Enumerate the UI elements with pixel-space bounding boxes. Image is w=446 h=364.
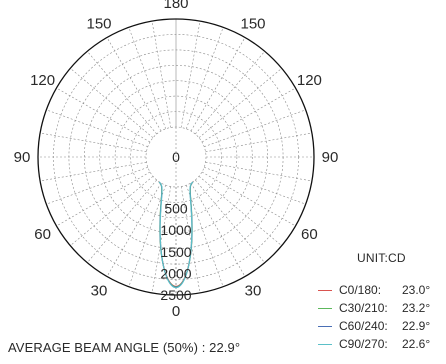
grid-spoke: [128, 185, 166, 287]
legend-swatch: [318, 325, 332, 327]
grid-spoke: [70, 176, 154, 246]
legend-swatch: [318, 307, 332, 309]
polar-grid: [37, 18, 315, 296]
outer-circle: [37, 18, 315, 296]
grid-spoke: [190, 182, 246, 277]
radial-tick-label: 1500: [160, 244, 191, 260]
grid-spoke: [204, 167, 306, 205]
angle-label: 30: [245, 282, 262, 299]
grid-spoke: [87, 179, 157, 263]
angle-label: 60: [34, 226, 51, 243]
grid-spoke: [106, 37, 162, 132]
legend-value: 23.0°: [402, 283, 431, 297]
angle-label: 120: [297, 72, 322, 89]
grid-spoke: [151, 21, 172, 128]
grid-spoke: [46, 109, 148, 147]
angle-label: 150: [86, 16, 111, 33]
radial-tick-label: 500: [164, 201, 188, 217]
average-beam-angle: AVERAGE BEAM ANGLE (50%) : 22.9°: [8, 340, 241, 355]
grid-spoke: [201, 171, 296, 227]
grid-spoke: [40, 132, 147, 153]
grid-spoke: [190, 37, 246, 132]
grid-spoke: [180, 21, 201, 128]
grid-spoke: [70, 68, 154, 138]
grid-spoke: [195, 179, 265, 263]
angle-label: 0: [172, 303, 180, 320]
angle-label: 120: [30, 72, 55, 89]
angle-label: 180: [163, 0, 188, 12]
grid-spoke: [198, 68, 282, 138]
angle-label: 30: [91, 282, 108, 299]
grid-spoke: [186, 27, 224, 129]
grid-spoke: [46, 167, 148, 205]
legend-entry: C30/210: 23.2°: [318, 300, 430, 316]
angle-label: 90: [322, 149, 339, 166]
radial-tick-label: 2500: [160, 287, 191, 303]
radial-tick-label: 1000: [160, 222, 191, 238]
legend-swatch: [318, 343, 332, 345]
angle-label: 90: [14, 149, 31, 166]
legend-name: C90/270:: [339, 337, 388, 351]
grid-spoke: [201, 87, 296, 143]
legend-value: 22.6°: [402, 337, 431, 351]
grid-spoke: [186, 185, 224, 287]
grid-circle: [99, 80, 253, 234]
intensity-curves: [158, 181, 194, 289]
grid-spoke: [106, 182, 162, 277]
legend-entry: C90/270: 22.6°: [318, 336, 430, 352]
legend-value: 22.9°: [402, 319, 431, 333]
grid-spoke: [87, 51, 157, 135]
legend-value: 23.2°: [402, 301, 431, 315]
grid-circle: [114, 95, 238, 219]
legend-name: C60/240:: [339, 319, 388, 333]
grid-spoke: [40, 161, 147, 182]
grid-spoke: [204, 109, 306, 147]
unit-label: UNIT:CD: [357, 251, 406, 265]
legend-name: C30/210:: [339, 301, 388, 315]
angle-label: 60: [301, 226, 318, 243]
grid-spoke: [56, 171, 151, 227]
curve-c90-270: [158, 181, 194, 289]
legend-swatch: [318, 289, 332, 291]
grid-spoke: [56, 87, 151, 143]
polar-labels: 180 150 150 120 120 90 90 60 60 30 30 0 0 500 1000 1500…: [14, 0, 339, 320]
radial-tick-label: 0: [172, 149, 180, 165]
legend-entry: C0/180: 23.0°: [318, 282, 430, 298]
legend-name: C0/180:: [339, 283, 382, 297]
grid-spoke: [198, 176, 282, 246]
grid-spoke: [205, 132, 312, 153]
angle-label: 150: [240, 16, 265, 33]
grid-spoke: [195, 51, 265, 135]
radial-tick-label: 2000: [160, 265, 191, 281]
grid-spoke: [128, 27, 166, 129]
legend-entry: C60/240: 22.9°: [318, 318, 430, 334]
grid-spoke: [205, 161, 312, 182]
